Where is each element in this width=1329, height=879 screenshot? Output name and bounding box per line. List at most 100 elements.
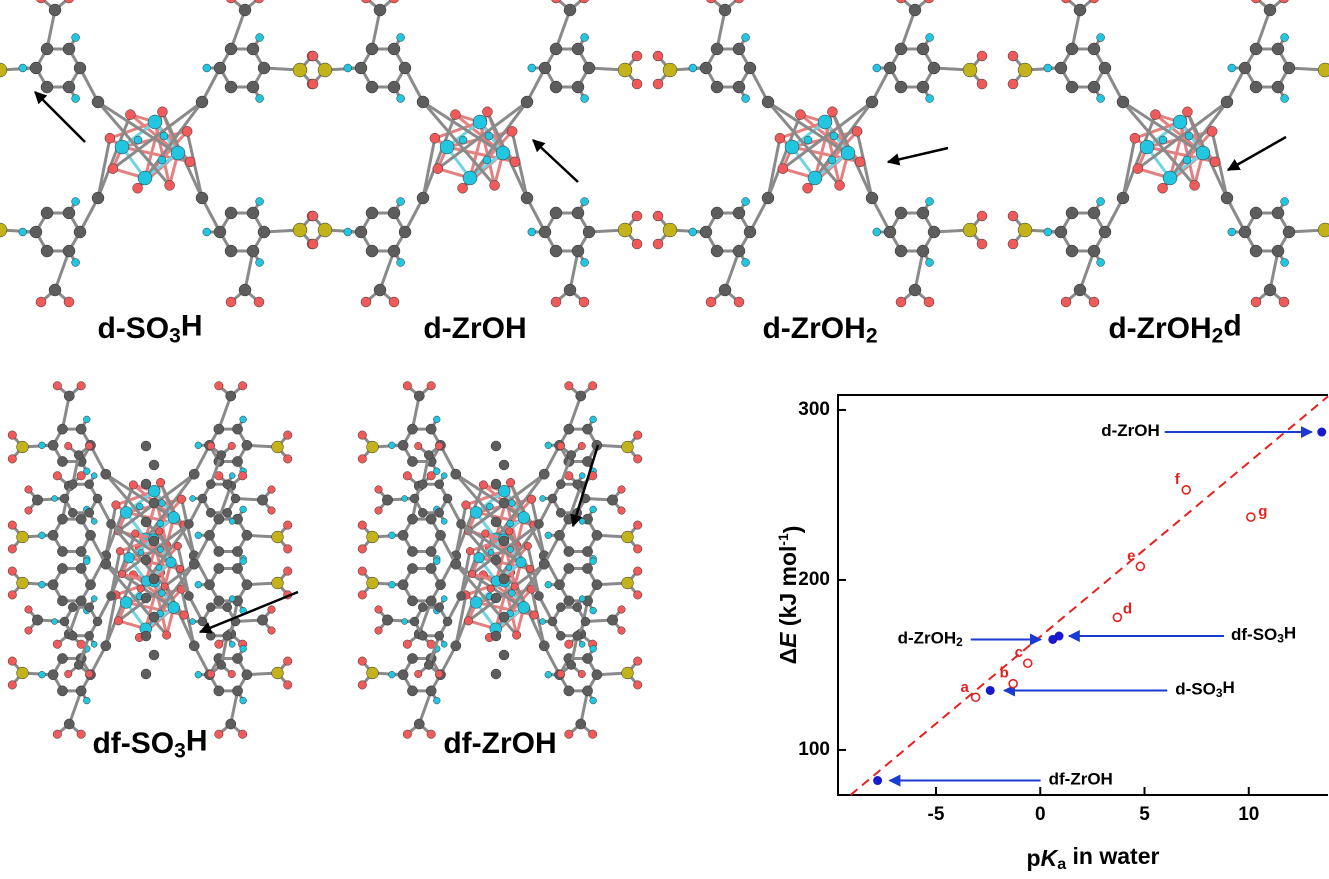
atom	[499, 574, 509, 584]
atom	[1008, 79, 1018, 89]
atom	[196, 96, 208, 108]
atom	[158, 156, 166, 164]
atom	[382, 495, 393, 506]
atom	[539, 469, 549, 479]
atom	[25, 606, 33, 614]
atom	[185, 520, 194, 529]
atom	[581, 258, 589, 266]
atom	[257, 495, 268, 506]
atom	[207, 670, 215, 678]
y-axis-title: ΔE (kJ mol-1)	[775, 526, 805, 665]
atom	[272, 441, 284, 453]
atom	[521, 192, 533, 204]
atom	[550, 207, 562, 219]
atom	[72, 198, 80, 206]
atom	[8, 591, 16, 600]
atom	[808, 171, 822, 185]
atom	[556, 508, 565, 517]
atom	[928, 62, 940, 74]
atom	[426, 686, 436, 696]
atom	[8, 567, 16, 576]
atom	[355, 62, 367, 74]
atom	[926, 258, 934, 266]
atom	[308, 79, 318, 89]
atom	[633, 681, 642, 690]
atom	[149, 498, 159, 508]
atom	[242, 440, 252, 450]
atom	[633, 567, 642, 576]
atom	[161, 583, 169, 591]
atom	[564, 563, 574, 573]
atom	[909, 4, 921, 16]
atom	[189, 641, 199, 651]
atom	[582, 546, 592, 556]
atom	[141, 593, 151, 603]
atom	[149, 460, 159, 470]
atom	[149, 574, 159, 584]
atom	[435, 580, 445, 590]
atom	[1264, 284, 1276, 296]
atom	[618, 223, 632, 237]
atom	[852, 126, 862, 136]
atom	[607, 495, 618, 506]
atom	[247, 43, 259, 55]
atom	[407, 686, 417, 696]
atom	[68, 631, 77, 640]
atom	[565, 382, 574, 391]
atom	[238, 730, 247, 739]
atom	[93, 494, 102, 503]
atom	[149, 612, 159, 622]
atom	[159, 500, 166, 507]
bond	[456, 575, 484, 646]
atom	[896, 297, 906, 307]
atom	[52, 496, 58, 502]
atom	[482, 530, 490, 538]
atom	[77, 472, 86, 481]
data-point	[1317, 428, 1326, 437]
atom	[272, 531, 284, 543]
atom	[963, 63, 977, 77]
atom	[1207, 126, 1217, 136]
atom	[1130, 133, 1140, 143]
atom	[545, 532, 552, 539]
atom	[418, 631, 427, 640]
atom	[402, 496, 408, 502]
atom	[52, 619, 58, 625]
atom	[415, 442, 423, 450]
atom	[8, 657, 16, 666]
plot-frame	[838, 395, 1328, 795]
atom	[149, 650, 159, 660]
atom	[228, 442, 236, 450]
atom	[238, 472, 247, 481]
atom	[545, 671, 552, 678]
atom	[451, 559, 461, 569]
atom	[579, 596, 585, 602]
atom	[564, 424, 574, 434]
atom	[579, 297, 589, 307]
atom	[762, 192, 774, 204]
atom	[663, 223, 677, 237]
structure-label: d-ZrOH2d	[1108, 309, 1241, 347]
atom	[124, 553, 135, 564]
atom	[108, 164, 118, 174]
atom	[76, 563, 86, 573]
atom	[564, 596, 574, 606]
atom	[136, 503, 143, 510]
atom	[399, 62, 411, 74]
atom	[156, 565, 162, 571]
atom	[107, 520, 116, 529]
point-label: d-SO3H	[1175, 678, 1235, 700]
atom	[382, 615, 393, 626]
atom	[457, 520, 466, 529]
atom	[578, 442, 586, 450]
atom	[506, 478, 514, 487]
atom	[483, 156, 491, 164]
point-label: d-ZrOH	[1101, 422, 1160, 441]
atom	[426, 563, 436, 573]
atom	[564, 514, 574, 524]
atom	[573, 631, 582, 640]
atom	[48, 530, 58, 540]
atom	[91, 518, 97, 524]
atom	[206, 603, 215, 612]
atom	[38, 442, 45, 449]
